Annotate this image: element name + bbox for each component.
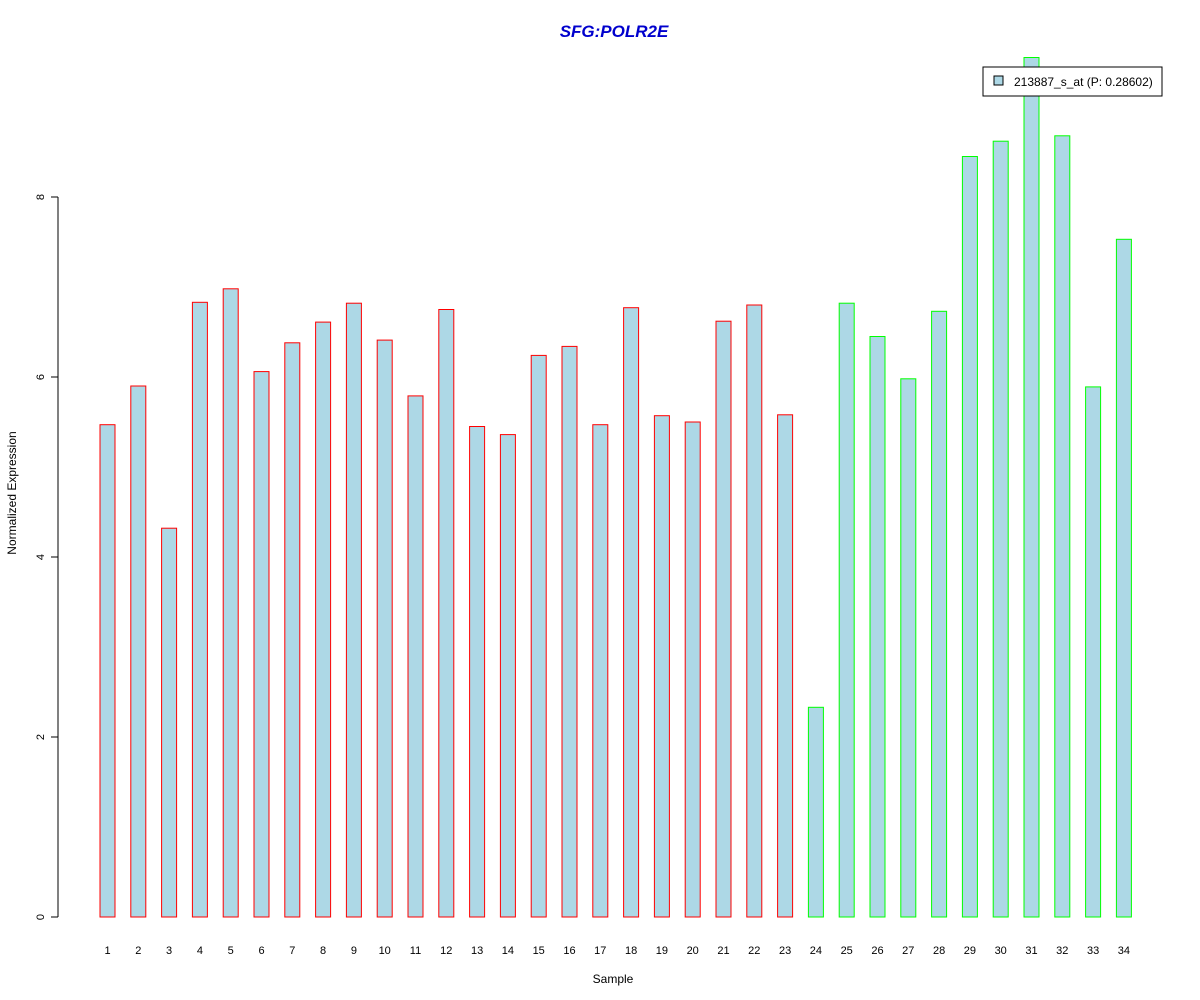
- x-tick-label: 3: [166, 945, 172, 957]
- chart-title: SFG:POLR2E: [560, 22, 669, 41]
- bar-sample-24: [807, 706, 824, 918]
- bar-sample-17: [592, 424, 609, 918]
- bar-sample-25: [838, 302, 855, 918]
- x-tick-label: 16: [563, 945, 575, 957]
- bar-sample-5: [222, 288, 239, 918]
- bar-sample-27: [900, 378, 917, 918]
- bar-sample-2: [130, 385, 147, 918]
- x-tick-label: 10: [379, 945, 391, 957]
- x-tick-label: 22: [748, 945, 760, 957]
- bar-sample-29: [961, 156, 978, 918]
- x-tick-label: 13: [471, 945, 483, 957]
- x-tick-label: 31: [1025, 945, 1037, 957]
- bar-sample-22: [746, 304, 763, 918]
- x-tick-label: 20: [687, 945, 699, 957]
- bar-sample-33: [1085, 386, 1102, 918]
- x-tick-label: 12: [440, 945, 452, 957]
- x-tick-label: 33: [1087, 945, 1099, 957]
- bar-sample-11: [407, 395, 424, 918]
- bar-sample-34: [1115, 238, 1132, 918]
- x-tick-label: 24: [810, 945, 822, 957]
- x-tick-label: 7: [289, 945, 295, 957]
- bar-sample-15: [530, 354, 547, 918]
- bar-sample-7: [284, 342, 301, 918]
- x-tick-labels: 1 2 3 4 5 6 7 8 9 10 11 12 13 14 15 16 17 18 19 20 21 22 23 24 2…: [104, 945, 1130, 957]
- bar-sample-18: [623, 307, 640, 918]
- x-tick-label: 23: [779, 945, 791, 957]
- bar-sample-8: [315, 321, 332, 918]
- bar-sample-3: [161, 527, 178, 918]
- bar-sample-31: [1023, 57, 1040, 918]
- bar-sample-4: [191, 301, 208, 918]
- x-tick-label: 15: [533, 945, 545, 957]
- legend-box: [982, 66, 1163, 97]
- x-tick-label: 1: [104, 945, 110, 957]
- bar-sample-10: [376, 339, 393, 918]
- x-tick-label: 11: [410, 945, 421, 957]
- x-tick-label: 27: [902, 945, 914, 957]
- bar-sample-20: [684, 421, 701, 918]
- bar-sample-16: [561, 345, 578, 918]
- legend-label: 213887_s_at (P: 0.28602): [1014, 75, 1153, 89]
- bar-sample-23: [777, 414, 794, 918]
- y-axis: 0 2 4 6 8: [35, 194, 59, 920]
- x-tick-label: 2: [135, 945, 141, 957]
- x-tick-label: 19: [656, 945, 668, 957]
- x-tick-label: 6: [258, 945, 264, 957]
- y-tick-label: 6: [35, 374, 47, 380]
- x-tick-label: 9: [351, 945, 357, 957]
- x-tick-label: 29: [964, 945, 976, 957]
- bar-sample-30: [992, 140, 1009, 918]
- bar-sample-28: [931, 310, 948, 918]
- y-tick-label: 0: [35, 914, 47, 920]
- x-tick-label: 14: [502, 945, 514, 957]
- y-axis-label: Normalized Expression: [5, 431, 19, 554]
- bar-sample-21: [715, 320, 732, 918]
- x-tick-label: 34: [1118, 945, 1130, 957]
- bar-sample-12: [438, 309, 455, 918]
- x-tick-label: 4: [197, 945, 203, 957]
- legend-swatch: [993, 75, 1004, 86]
- x-tick-label: 5: [228, 945, 234, 957]
- x-tick-label: 26: [871, 945, 883, 957]
- x-tick-label: 25: [841, 945, 853, 957]
- bar-sample-13: [469, 426, 486, 918]
- bar-sample-32: [1054, 135, 1071, 918]
- y-tick-label: 8: [35, 194, 47, 200]
- y-tick-label: 4: [35, 554, 47, 560]
- bar-sample-6: [253, 371, 270, 918]
- y-tick-label: 2: [35, 734, 47, 740]
- x-tick-label: 18: [625, 945, 637, 957]
- x-tick-label: 21: [717, 945, 729, 957]
- x-tick-label: 8: [320, 945, 326, 957]
- bars-group: [99, 57, 1132, 918]
- x-tick-label: 17: [594, 945, 606, 957]
- legend: 213887_s_at (P: 0.28602): [982, 66, 1163, 97]
- bar-sample-1: [99, 424, 116, 918]
- bar-sample-14: [499, 434, 516, 918]
- bar-sample-9: [345, 302, 362, 918]
- x-tick-label: 28: [933, 945, 945, 957]
- bar-sample-19: [653, 415, 670, 918]
- bar-sample-26: [869, 336, 886, 918]
- x-tick-label: 32: [1056, 945, 1068, 957]
- x-axis-label: Sample: [593, 972, 634, 986]
- x-tick-label: 30: [995, 945, 1007, 957]
